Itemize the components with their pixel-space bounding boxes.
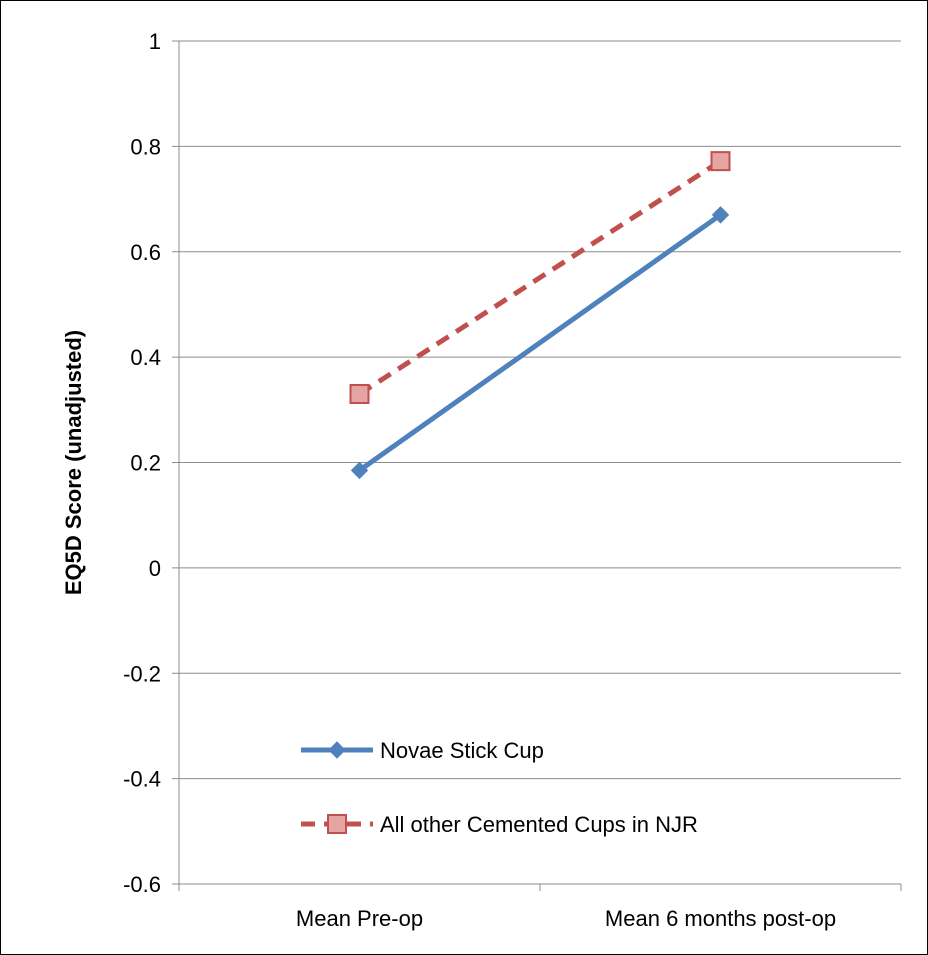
data-point [349, 384, 370, 405]
y-tick-label: -0.4 [123, 767, 161, 792]
legend-marker [328, 741, 346, 759]
legend: Novae Stick Cup All other Cemented Cups i… [301, 738, 698, 837]
legend-label: Novae Stick Cup [380, 738, 544, 763]
y-tick-label: -0.2 [123, 661, 161, 686]
y-axis-title: EQ5D Score (unadjusted) [61, 330, 86, 595]
labels: 1 0.8 0.6 0.4 0.2 0 -0.2 -0.4 -0.6 Mean Pre-op Mea… [123, 29, 836, 931]
y-tick-label: 0.8 [130, 134, 161, 159]
legend-item: Novae Stick Cup [301, 738, 544, 763]
series [349, 151, 731, 480]
y-tick-label: 0.2 [130, 451, 161, 476]
legend-item: All other Cemented Cups in NJR [301, 812, 698, 837]
x-tick-label: Mean Pre-op [296, 906, 423, 931]
legend-label: All other Cemented Cups in NJR [380, 812, 698, 837]
series-line [358, 212, 722, 473]
x-tick-label: Mean 6 months post-op [605, 906, 836, 931]
y-tick-label: 1 [149, 29, 161, 54]
axes [172, 40, 902, 891]
data-point [710, 151, 731, 172]
legend-marker [327, 814, 347, 834]
y-tick-label: 0.6 [130, 240, 161, 265]
series-line [358, 159, 722, 397]
y-tick-label: 0.4 [130, 345, 161, 370]
y-tick-label: 0 [149, 556, 161, 581]
data-point [350, 461, 369, 480]
y-tick-label: -0.6 [123, 872, 161, 897]
data-point [711, 206, 730, 224]
